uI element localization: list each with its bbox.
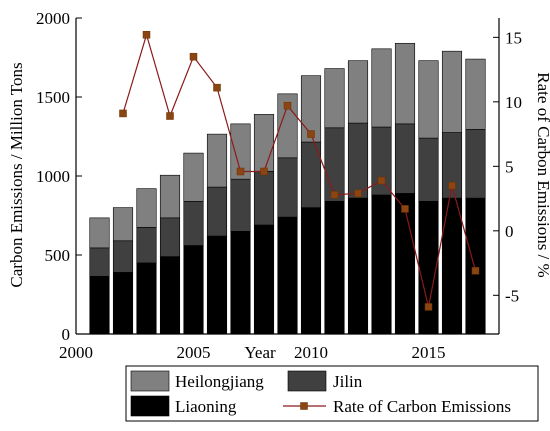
- bar-heilongjiang-2001: [89, 217, 110, 249]
- bar-liaoning-2001: [89, 276, 110, 335]
- bar-jilin-2001: [89, 247, 110, 277]
- bar-heilongjiang-2009: [277, 93, 298, 159]
- x-tick-label-2000: 2000: [59, 343, 93, 362]
- y-tick-label-0: 0: [62, 325, 71, 344]
- bar-heilongjiang-2007: [230, 123, 251, 180]
- bar-jilin-2005: [183, 200, 204, 246]
- legend-swatch-liaoning: [130, 395, 170, 417]
- legend-label-rate: Rate of Carbon Emissions: [333, 397, 511, 416]
- bar-liaoning-2008: [253, 224, 275, 335]
- rate-marker-2011: [330, 190, 339, 199]
- bar-jilin-2004: [159, 217, 181, 257]
- rate-marker-2003: [142, 31, 151, 39]
- x-tick-label-2015: 2015: [412, 343, 446, 362]
- rate-line-layer: [119, 31, 480, 311]
- bar-heilongjiang-2014: [394, 42, 416, 125]
- y-right-tick-label--5: -5: [505, 286, 519, 305]
- bar-heilongjiang-2002: [112, 207, 134, 242]
- bar-heilongjiang-2004: [159, 174, 181, 219]
- legend-swatch-jilin: [287, 370, 327, 392]
- rate-marker-2013: [377, 176, 386, 185]
- bar-jilin-2017: [465, 129, 486, 199]
- y-axis-title: Carbon Emissions / Million Tons: [7, 62, 26, 287]
- bar-jilin-2015: [418, 137, 439, 202]
- bar-heilongjiang-2006: [206, 133, 228, 188]
- rate-marker-2004: [166, 112, 174, 120]
- bar-liaoning-2013: [371, 194, 392, 335]
- bar-jilin-2002: [112, 240, 134, 273]
- rate-marker-2010: [307, 130, 315, 138]
- y-tick-label-500: 500: [45, 246, 71, 265]
- y-tick-label-1000: 1000: [36, 167, 70, 186]
- y-right-tick-label-15: 15: [505, 28, 522, 47]
- rate-marker-2006: [213, 83, 221, 92]
- bar-jilin-2008: [253, 170, 275, 226]
- rate-marker-2016: [448, 181, 456, 190]
- rate-line: [122, 32, 477, 308]
- legend-marker-rate: [300, 402, 308, 410]
- legend-swatch-heilongjiang: [130, 370, 170, 392]
- bar-liaoning-2004: [159, 256, 181, 335]
- bar-heilongjiang-2010: [300, 75, 322, 143]
- legend-frame: [125, 365, 539, 422]
- rate-marker-2008: [260, 167, 268, 176]
- bar-jilin-2011: [324, 127, 345, 202]
- y-right-tick-label-5: 5: [505, 157, 514, 176]
- bar-heilongjiang-2005: [183, 152, 204, 202]
- x-tick-label-2005: 2005: [177, 343, 211, 362]
- bar-heilongjiang-2017: [465, 58, 486, 130]
- bar-jilin-2003: [136, 227, 157, 264]
- y-axis-right-title: Rate of Carbon Emissions / %: [534, 72, 550, 277]
- rate-marker-2014: [401, 205, 409, 213]
- bar-heilongjiang-2003: [136, 188, 157, 228]
- rate-marker-2009: [283, 101, 292, 110]
- rate-marker-2015: [424, 303, 433, 311]
- bar-jilin-2007: [230, 178, 251, 232]
- bar-heilongjiang-2011: [324, 68, 345, 129]
- bar-heilongjiang-2016: [441, 50, 463, 133]
- rate-marker-2007: [236, 167, 245, 176]
- bar-liaoning-2012: [347, 197, 369, 335]
- legend-label-liaoning: Liaoning: [175, 397, 237, 416]
- y-right-tick-label-10: 10: [505, 93, 522, 112]
- bar-jilin-2009: [277, 157, 298, 218]
- bar-heilongjiang-2013: [371, 48, 392, 128]
- bar-heilongjiang-2012: [347, 60, 369, 124]
- y-tick-label-1500: 1500: [36, 88, 70, 107]
- legend-label-jilin: Jilin: [333, 372, 363, 391]
- x-axis-title: Year: [244, 343, 276, 362]
- ticks-layer: 2000 2005 2010 2015 0 500 1000 1500 2000 -5 0 5 10 15: [36, 9, 522, 362]
- rate-marker-2012: [354, 189, 362, 198]
- bar-liaoning-2006: [206, 235, 228, 335]
- bar-liaoning-2014: [394, 193, 416, 335]
- bar-heilongjiang-2008: [253, 114, 275, 172]
- bar-liaoning-2010: [300, 207, 322, 335]
- bar-liaoning-2009: [277, 216, 298, 335]
- bar-jilin-2006: [206, 186, 228, 237]
- x-tick-label-2010: 2010: [294, 343, 328, 362]
- bar-liaoning-2002: [112, 272, 134, 335]
- bar-jilin-2012: [347, 122, 369, 199]
- bar-liaoning-2005: [183, 245, 204, 335]
- bar-jilin-2014: [394, 123, 416, 194]
- rate-marker-2017: [471, 267, 480, 275]
- y-tick-label-2000: 2000: [36, 9, 70, 28]
- bars-layer: [89, 42, 486, 335]
- bar-liaoning-2011: [324, 200, 345, 335]
- legend-label-heilongjiang: Heilongjiang: [175, 372, 264, 391]
- bar-heilongjiang-2015: [418, 60, 439, 139]
- bar-liaoning-2015: [418, 200, 439, 335]
- bar-liaoning-2003: [136, 262, 157, 335]
- y-right-tick-label-0: 0: [505, 222, 514, 241]
- rate-marker-2005: [189, 52, 198, 61]
- rate-marker-2002: [119, 109, 127, 118]
- bar-liaoning-2017: [465, 197, 486, 335]
- legend: Heilongjiang Jilin Liaoning Rate of Carb…: [125, 365, 539, 422]
- bar-liaoning-2007: [230, 231, 251, 335]
